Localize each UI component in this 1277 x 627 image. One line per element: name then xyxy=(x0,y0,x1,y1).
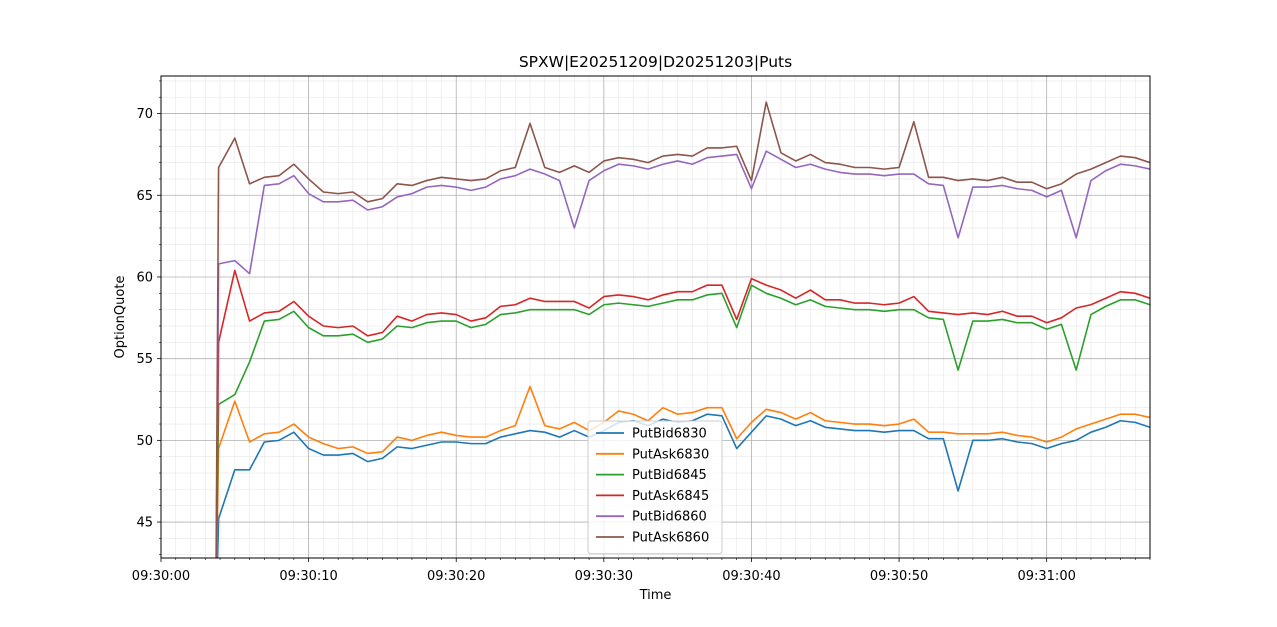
legend: PutBid6830 PutAsk6830 PutBid6845 PutAsk6845… xyxy=(587,420,723,555)
legend-label: PutAsk6860 xyxy=(632,531,709,546)
y-axis-label: OptionQuote xyxy=(113,276,128,359)
series-line-putask6860 xyxy=(215,101,1150,558)
y-axis: 45 50 55 60 65 70 xyxy=(136,80,161,556)
y-tick-label: 70 xyxy=(136,107,153,122)
x-tick-label: 09:30:00 xyxy=(132,569,190,584)
legend-label: PutBid6830 xyxy=(632,427,707,442)
legend-label: PutAsk6845 xyxy=(632,489,709,504)
series-line-putask6845 xyxy=(215,269,1150,558)
series-line-putbid6845 xyxy=(215,284,1150,558)
legend-label: PutAsk6830 xyxy=(632,447,709,462)
legend-label: PutBid6860 xyxy=(632,510,707,525)
x-tick-label: 09:30:20 xyxy=(427,569,485,584)
y-tick-label: 55 xyxy=(136,352,153,367)
x-tick-label: 09:30:10 xyxy=(279,569,337,584)
x-tick-label: 09:30:40 xyxy=(722,569,780,584)
x-tick-label: 09:30:30 xyxy=(575,569,633,584)
legend-label: PutBid6845 xyxy=(632,468,707,483)
plot-frame xyxy=(160,75,1151,559)
y-tick-label: 65 xyxy=(136,189,153,204)
y-tick-label: 45 xyxy=(136,516,153,531)
x-axis-label: Time xyxy=(639,588,672,603)
chart-title: SPXW|E20251209|D20251203|Puts xyxy=(519,53,792,71)
series-line-putask6830 xyxy=(216,385,1150,558)
y-tick-label: 50 xyxy=(136,434,153,449)
y-tick-label: 60 xyxy=(136,270,153,285)
series-line-putbid6860 xyxy=(215,150,1150,558)
plot-area xyxy=(160,75,1151,559)
x-tick-label: 09:30:50 xyxy=(870,569,928,584)
x-axis: 09:30:00 09:30:10 09:30:20 09:30:30 09:30:40… xyxy=(132,558,1151,584)
x-tick-label: 09:31:00 xyxy=(1017,569,1075,584)
